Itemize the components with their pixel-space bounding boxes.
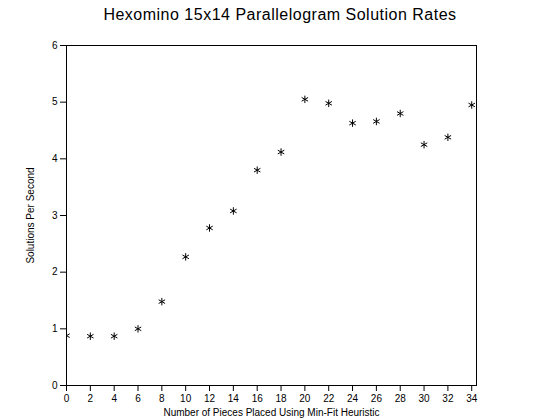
svg-text:34: 34 [466,393,478,404]
svg-text:4: 4 [52,153,58,164]
svg-text:8: 8 [159,393,165,404]
svg-text:32: 32 [442,393,454,404]
svg-text:22: 22 [323,393,335,404]
svg-text:28: 28 [395,393,407,404]
html-text:Hexomino 15x14 Parallelogram S: Hexomino 15x14 Parallelogram Solution Ra… [103,6,457,23]
svg-text:16: 16 [252,393,264,404]
svg-text:30: 30 [418,393,430,404]
svg-text:1: 1 [52,323,58,334]
svg-text:Number of Pieces Placed Using: Number of Pieces Placed Using Min-Fit He… [163,407,379,418]
svg-text:5: 5 [52,96,58,107]
svg-text:4: 4 [111,393,117,404]
svg-text:26: 26 [371,393,383,404]
svg-text:18: 18 [275,393,287,404]
svg-text:2: 2 [52,266,58,277]
svg-text:0: 0 [64,393,70,404]
svg-text:0: 0 [52,380,58,391]
svg-text:Solutions Per Second: Solutions Per Second [25,167,36,263]
svg-text:6: 6 [135,393,141,404]
svg-text:6: 6 [52,40,58,51]
svg-text:12: 12 [204,393,216,404]
svg-text:3: 3 [52,210,58,221]
svg-text:2: 2 [88,393,94,404]
svg-text:10: 10 [180,393,192,404]
svg-text:20: 20 [299,393,311,404]
svg-text:14: 14 [228,393,240,404]
svg-text:24: 24 [347,393,359,404]
